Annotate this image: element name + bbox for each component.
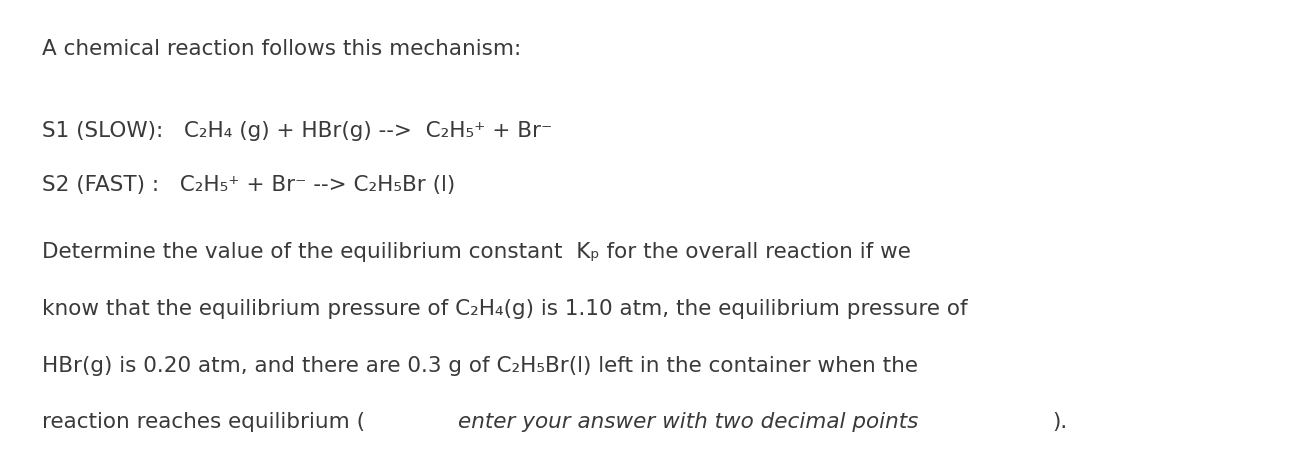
Text: ).: ). — [1053, 412, 1067, 432]
Text: S1 (SLOW):   C₂H₄ (g) + HBr(g) -->  C₂H₅⁺ + Br⁻: S1 (SLOW): C₂H₄ (g) + HBr(g) --> C₂H₅⁺ +… — [42, 121, 552, 141]
Text: A chemical reaction follows this mechanism:: A chemical reaction follows this mechani… — [42, 39, 521, 59]
Text: Determine the value of the equilibrium constant  Kₚ for the overall reaction if : Determine the value of the equilibrium c… — [42, 242, 910, 262]
Text: know that the equilibrium pressure of C₂H₄(g) is 1.10 atm, the equilibrium press: know that the equilibrium pressure of C₂… — [42, 299, 967, 319]
Text: HBr(g) is 0.20 atm, and there are 0.3 g of C₂H₅Br(l) left in the container when : HBr(g) is 0.20 atm, and there are 0.3 g … — [42, 356, 918, 375]
Text: S2 (FAST) :   C₂H₅⁺ + Br⁻ --> C₂H₅Br (l): S2 (FAST) : C₂H₅⁺ + Br⁻ --> C₂H₅Br (l) — [42, 175, 455, 195]
Text: enter your answer with two decimal points: enter your answer with two decimal point… — [459, 412, 919, 432]
Text: reaction reaches equilibrium (: reaction reaches equilibrium ( — [42, 412, 364, 432]
